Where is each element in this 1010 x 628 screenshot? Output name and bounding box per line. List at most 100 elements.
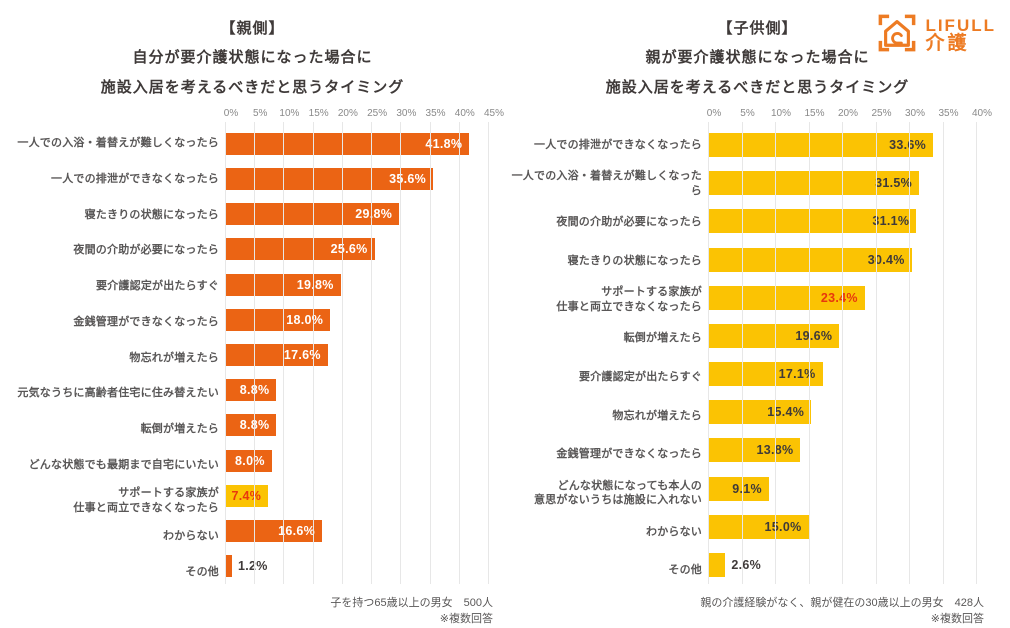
gridline [808, 122, 810, 584]
gridline [225, 122, 226, 584]
bar: 23.4% [708, 285, 865, 310]
bar: 25.6% [225, 238, 375, 261]
category-label: 夜間の介助が必要になったら [73, 244, 219, 257]
value-label: 31.1% [872, 214, 910, 229]
child-bar-rows: 33.6% 31.5% 31.1% 30.4% 23.4% 19.6% 17.1% 15.4%… [708, 126, 976, 584]
axis-tick-label: 0% [223, 108, 239, 119]
value-label: 16.6% [278, 524, 316, 539]
value-label: 41.8% [425, 136, 463, 151]
gridline [371, 122, 373, 584]
gridline [775, 122, 776, 584]
chart-row: 16.6% [225, 514, 488, 549]
chart-row: 1.2% [225, 549, 488, 584]
gridline [429, 122, 431, 584]
value-label: 17.6% [283, 348, 321, 363]
chart-row: 13.8% [708, 431, 976, 469]
category-label: 元気なうちに高齢者住宅に住み替えたい [17, 387, 219, 400]
parent-title-line1: 自分が要介護状態になった場合に [132, 49, 373, 67]
axis-tick-label: 30% [904, 108, 926, 119]
value-label: 33.6% [889, 138, 927, 153]
chart-row: 2.6% [708, 546, 976, 584]
logo-service-text: 介護 [925, 33, 970, 55]
axis-tick-label: 25% [871, 108, 892, 119]
house-logo-icon [876, 12, 918, 59]
parent-sample-note: 子を持つ65歳以上の男女 500人 [330, 597, 493, 609]
bar: 15.0% [708, 514, 809, 539]
bar: 30.4% [708, 247, 912, 272]
gridline [400, 122, 402, 584]
value-label: 25.6% [330, 242, 368, 257]
category-label: 要介護認定が出たらすぐ [96, 280, 219, 293]
parent-title-line2: 施設入居を考えるべきだと思うタイミング [100, 78, 405, 96]
axis-tick-label: 20% [837, 108, 859, 119]
axis-tick-label: 10% [770, 108, 792, 119]
value-label: 19.8% [296, 277, 334, 292]
bar: 41.8% [225, 132, 470, 155]
chart-row: 23.4% [708, 279, 976, 317]
bar: 31.5% [708, 171, 920, 196]
gridline [875, 122, 877, 584]
child-category-labels: 一人での排泄ができなくなったら 一人での入浴・着替えが難しくなったら 夜間の介助が必… [505, 126, 708, 590]
chart-row: 18.0% [225, 302, 488, 337]
category-label: 寝たきりの状態になったら [84, 208, 219, 221]
gridline [458, 122, 460, 584]
parent-chart-title: 【親側】 自分が要介護状態になった場合に 施設入居を考えるべきだと思うタイミング [0, 0, 505, 102]
category-label: 物忘れが増えたら [612, 409, 702, 422]
category-label: 一人での入浴・着替えが難しくなったら [17, 137, 219, 150]
bar: 8.0% [225, 449, 272, 472]
chart-row: 7.4% [225, 478, 488, 513]
value-label: 30.4% [867, 252, 905, 267]
axis-tick-label: 25% [367, 108, 388, 119]
axis-tick-label: 15% [308, 108, 329, 119]
value-label: 1.2% [238, 559, 268, 574]
child-chart-title: 【子供側】 親が要介護状態になった場合に 施設入居を考えるべきだと思うタイミング [505, 0, 1010, 102]
value-label: 7.4% [231, 488, 262, 503]
category-label: 転倒が増えたら [140, 422, 219, 435]
bar: 33.6% [708, 133, 934, 158]
value-label: 31.5% [875, 176, 913, 191]
bar: 9.1% [708, 476, 769, 501]
chart-row: 8.8% [225, 408, 488, 443]
category-label: 一人での入浴・着替えが難しくなったら [511, 170, 702, 197]
category-label: わからない [163, 529, 219, 542]
gridline [283, 122, 285, 584]
child-title-tag: 【子供側】 [717, 20, 798, 37]
bar: 13.8% [708, 438, 801, 463]
axis-tick-label: 30% [396, 108, 417, 119]
logo-brand-text: LIFULL [925, 15, 996, 35]
gridline [741, 122, 743, 584]
child-bar-chart: 0% 5% 10% 15% 20% 25% 30% 35% 40% 一人での排泄ができなくなった… [505, 108, 1010, 590]
bar: 8.8% [225, 414, 277, 437]
gridline [976, 122, 977, 584]
value-label: 17.1% [778, 367, 816, 382]
axis-tick-label: 40% [454, 108, 475, 119]
bar: 15.4% [708, 400, 812, 425]
axis-tick-label: 5% [740, 108, 755, 119]
child-x-axis: 0% 5% 10% 15% 20% 25% 30% 35% 40% [707, 108, 992, 126]
child-sample-note: 親の介護経験がなく、親が健在の30歳以上の男女 428人 [700, 597, 984, 609]
value-label: 35.6% [389, 171, 427, 186]
category-label: 金銭管理ができなくなったら [73, 315, 219, 328]
category-label: 一人での排泄ができなくなったら [534, 138, 702, 151]
bar: 17.1% [708, 362, 823, 387]
child-plot-area: 33.6% 31.5% 31.1% 30.4% 23.4% 19.6% 17.1% 15.4%… [708, 122, 977, 590]
category-label: 物忘れが増えたら [129, 351, 219, 364]
value-label: 8.8% [240, 383, 277, 397]
category-label: わからない [646, 525, 702, 538]
value-label: 19.6% [795, 328, 833, 343]
axis-tick-label: 15% [804, 108, 825, 119]
chart-row: 29.8% [225, 196, 488, 231]
lifull-kaigo-logo: LIFULL 介護 [876, 12, 996, 59]
category-label: 一人での排泄ができなくなったら [51, 173, 219, 186]
bar: 35.6% [225, 167, 434, 190]
axis-tick-label: 10% [279, 108, 300, 119]
chart-row: 31.1% [708, 202, 976, 240]
gridline [254, 122, 256, 584]
child-title-line2: 施設入居を考えるべきだと思うタイミング [605, 78, 910, 96]
gridline [942, 122, 944, 584]
bar: 18.0% [225, 308, 331, 331]
child-multi-answer-note: ※複数回答 [930, 612, 984, 625]
value-label: 2.6% [731, 557, 762, 572]
bar: 19.6% [708, 323, 840, 348]
value-label: 15.0% [764, 519, 802, 534]
